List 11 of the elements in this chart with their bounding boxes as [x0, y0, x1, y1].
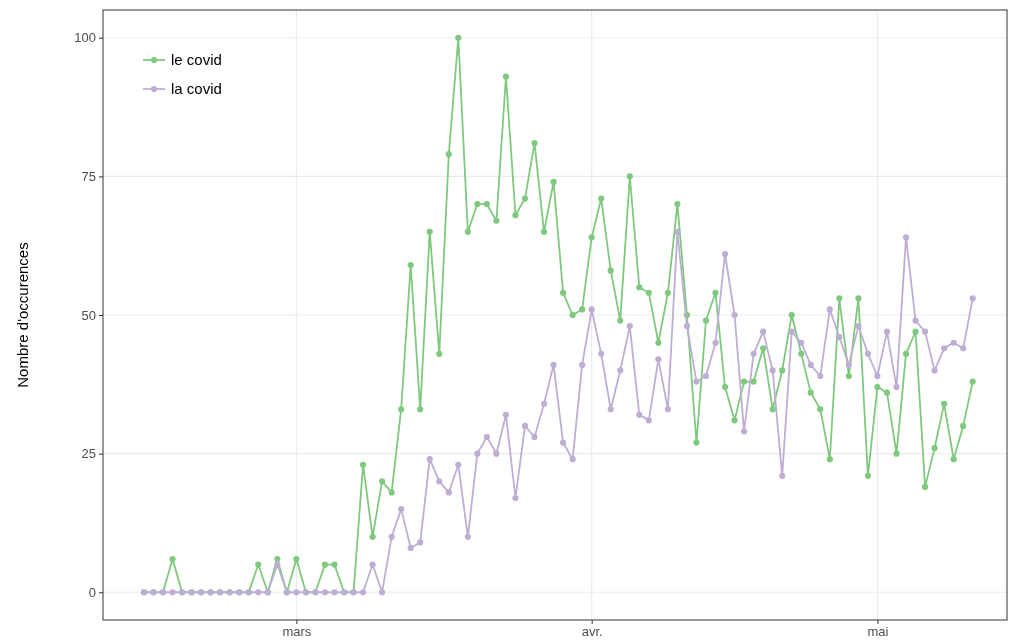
x-tick-label: mars	[282, 624, 312, 640]
x-tick-label: avr.	[581, 624, 603, 640]
y-tick-label: 50	[81, 307, 96, 323]
y-tick-label: 0	[88, 584, 96, 600]
y-axis-title: Nombre d'occurences	[14, 242, 31, 388]
y-tick-label: 75	[81, 169, 96, 185]
legend-label: le covid	[171, 51, 222, 69]
y-tick-label: 25	[81, 446, 96, 462]
x-tick-label: mai	[867, 624, 889, 640]
legend-label: la covid	[171, 80, 222, 98]
y-tick-label: 100	[74, 30, 96, 46]
